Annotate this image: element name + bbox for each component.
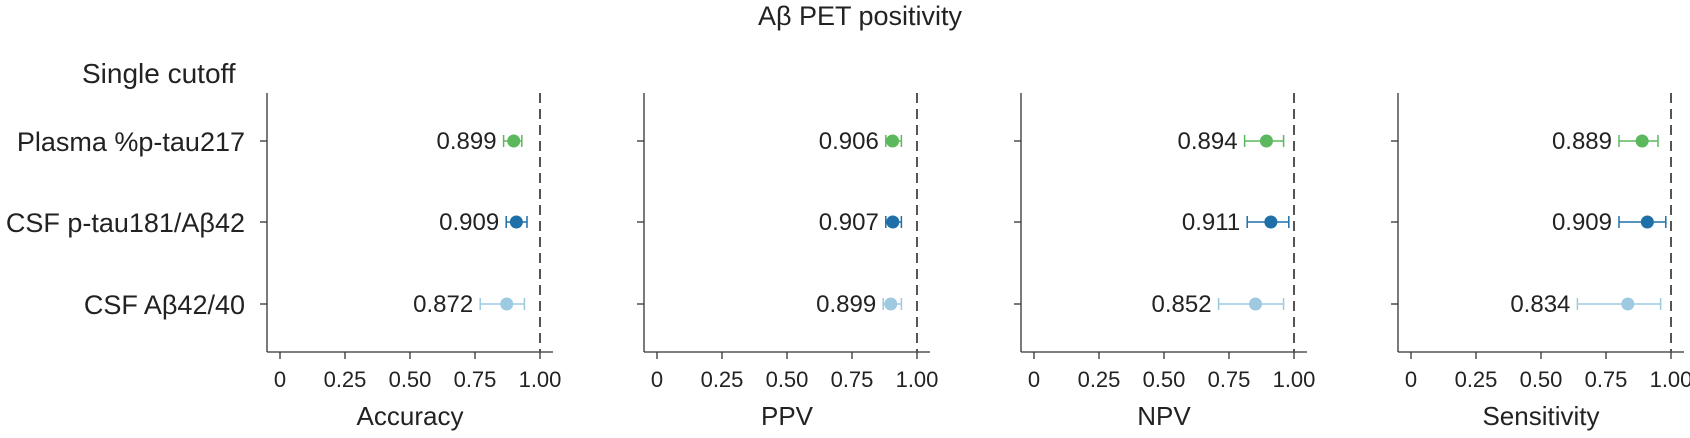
point-marker xyxy=(884,297,898,311)
value-label: 0.909 xyxy=(439,209,499,236)
point-marker xyxy=(1635,134,1649,148)
x-tick-label: 0.50 xyxy=(389,367,432,392)
x-axis-label: Accuracy xyxy=(357,401,464,431)
point-marker xyxy=(507,134,521,148)
point-marker xyxy=(1249,297,1263,311)
x-axis-label: Sensitivity xyxy=(1482,401,1599,431)
value-label: 0.899 xyxy=(437,128,497,155)
point-marker xyxy=(886,215,900,229)
value-label: 0.872 xyxy=(413,291,473,318)
x-axis-label: NPV xyxy=(1137,401,1191,431)
value-label: 0.911 xyxy=(1182,209,1240,236)
row-label: Plasma %p-tau217 xyxy=(17,127,245,157)
x-tick-label: 0.25 xyxy=(1078,367,1121,392)
x-tick-label: 0.50 xyxy=(1143,367,1186,392)
point-marker xyxy=(886,134,900,148)
row-label: CSF p-tau181/Aβ42 xyxy=(6,208,245,238)
value-label: 0.852 xyxy=(1152,291,1212,318)
x-tick-label: 0 xyxy=(651,367,663,392)
x-tick-label: 0.50 xyxy=(766,367,809,392)
panel-accuracy: 0 0.25 0.50 0.75 1.00 Accuracy 0.899 0.909 0.872 xyxy=(260,93,561,431)
value-label: 0.906 xyxy=(819,128,879,155)
x-tick-label: 1.00 xyxy=(1273,367,1316,392)
chart-subtitle: Single cutoff xyxy=(82,58,236,89)
x-tick-label: 0.25 xyxy=(1455,367,1498,392)
x-tick-label: 0.25 xyxy=(324,367,367,392)
x-tick-label: 0.50 xyxy=(1520,367,1563,392)
value-label: 0.894 xyxy=(1178,128,1238,155)
x-tick-label: 0 xyxy=(274,367,286,392)
point-marker xyxy=(1621,297,1635,311)
x-tick-label: 0.75 xyxy=(1585,367,1628,392)
point-marker xyxy=(1259,134,1273,148)
value-label: 0.834 xyxy=(1510,291,1570,318)
x-tick-label: 1.00 xyxy=(1650,367,1690,392)
x-tick-label: 1.00 xyxy=(896,367,939,392)
value-label: 0.889 xyxy=(1552,128,1612,155)
panel-sensitivity: 0 0.25 0.50 0.75 1.00 Sensitivity 0.889 0.909 0.… xyxy=(1391,93,1690,431)
x-tick-label: 1.00 xyxy=(519,367,562,392)
point-marker xyxy=(500,297,514,311)
point-marker xyxy=(509,215,523,229)
x-tick-label: 0.75 xyxy=(831,367,874,392)
point-marker xyxy=(1264,215,1278,229)
value-label: 0.909 xyxy=(1552,209,1612,236)
x-axis-label: PPV xyxy=(761,401,814,431)
x-tick-label: 0.75 xyxy=(1208,367,1251,392)
value-label: 0.899 xyxy=(816,291,876,318)
panel-ppv: 0 0.25 0.50 0.75 1.00 PPV 0.906 0.907 0.899 xyxy=(637,93,938,431)
row-labels: Plasma %p-tau217 CSF p-tau181/Aβ42 CSF Aβ4… xyxy=(6,127,245,320)
panels: 0 0.25 0.50 0.75 1.00 Accuracy 0.899 0.909 0.872… xyxy=(260,93,1690,431)
point-marker xyxy=(1640,215,1654,229)
value-label: 0.907 xyxy=(819,209,879,236)
x-tick-label: 0.75 xyxy=(454,367,497,392)
x-tick-label: 0.25 xyxy=(701,367,744,392)
x-tick-label: 0 xyxy=(1405,367,1417,392)
x-tick-label: 0 xyxy=(1028,367,1040,392)
chart-title: Aβ PET positivity xyxy=(758,1,963,31)
panel-npv: 0 0.25 0.50 0.75 1.00 NPV 0.894 0.911 0.852 xyxy=(1014,93,1315,431)
row-label: CSF Aβ42/40 xyxy=(84,290,245,320)
